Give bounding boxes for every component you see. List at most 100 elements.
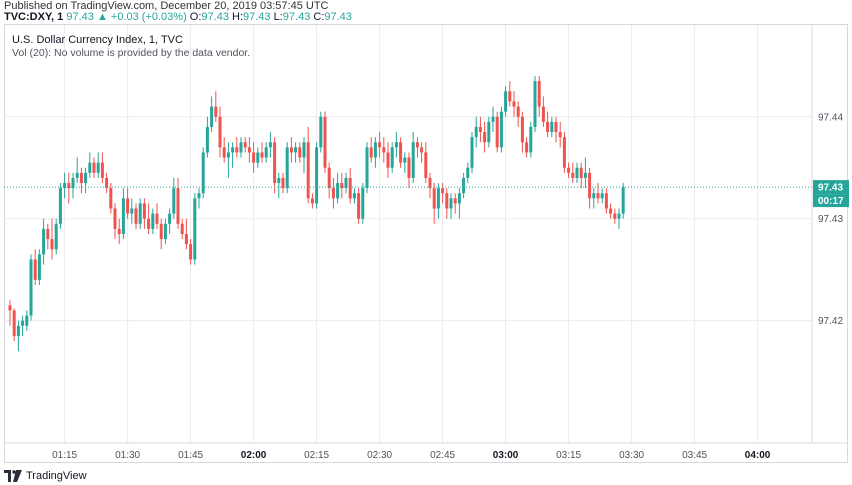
- candle-body: [285, 147, 289, 189]
- candle-body: [180, 223, 184, 234]
- candle-body: [348, 177, 352, 199]
- candle-body: [319, 116, 323, 148]
- candle-body: [298, 147, 302, 158]
- candle-body: [344, 177, 348, 189]
- open-value: 97.43: [201, 11, 229, 23]
- x-tick-label: 01:45: [178, 450, 203, 461]
- candle-body: [445, 193, 449, 209]
- candle-body: [105, 177, 109, 189]
- candle-body: [592, 193, 596, 199]
- candle-body: [294, 147, 298, 153]
- candle-body: [33, 259, 37, 280]
- close-label: C:: [313, 11, 325, 23]
- candle-body: [327, 167, 331, 189]
- candle-body: [50, 239, 54, 250]
- candle-body: [407, 157, 411, 178]
- footer-brand[interactable]: TradingView: [4, 467, 87, 485]
- candle-body: [268, 142, 272, 148]
- published-line: Published on TradingView.com, December 2…: [4, 0, 329, 12]
- candle-body: [478, 126, 482, 133]
- candle-body: [537, 81, 541, 107]
- candle-body: [533, 81, 537, 127]
- candle-body: [109, 188, 113, 209]
- candle-body: [214, 106, 218, 117]
- candle-body: [113, 208, 117, 229]
- high-value: 97.43: [243, 11, 271, 23]
- candle-body: [260, 152, 264, 158]
- candle-body: [184, 234, 188, 245]
- candle-body: [79, 172, 83, 184]
- x-tick-label: 01:30: [115, 450, 140, 461]
- candle-body: [193, 198, 197, 260]
- candle-body: [457, 193, 461, 204]
- candle-body: [67, 183, 71, 189]
- candle-body: [499, 111, 503, 148]
- candle-body: [554, 121, 558, 133]
- tradingview-brand-text: TradingView: [26, 470, 87, 482]
- x-tick-label: 03:45: [682, 450, 707, 461]
- candle-body: [541, 106, 545, 122]
- candle-body: [117, 228, 121, 234]
- candle-body: [100, 162, 104, 178]
- candle-body: [21, 320, 25, 326]
- candle-body: [336, 183, 340, 199]
- candle-body: [583, 172, 587, 178]
- candle-body: [142, 203, 146, 219]
- candle-body: [323, 116, 327, 168]
- candle-body: [453, 198, 457, 204]
- candle-body: [88, 162, 92, 173]
- candle-body: [134, 208, 138, 224]
- last-price-value: 97.43: [66, 11, 94, 23]
- countdown-label: 00:17: [818, 196, 844, 207]
- candle-body: [16, 325, 20, 336]
- candle-body: [567, 167, 571, 173]
- candle-body: [176, 188, 180, 224]
- candle-body: [197, 193, 201, 199]
- candle-body: [37, 254, 41, 280]
- tradingview-logo-icon: [4, 470, 22, 482]
- candle-body: [155, 213, 159, 224]
- candle-body: [63, 183, 67, 189]
- axes: 97.42 97.43 97.44 01:15 01:30 01:45 02:00 02:15…: [4, 25, 849, 461]
- candle-body: [29, 259, 33, 316]
- candle-body: [239, 142, 243, 153]
- x-tick-label: 01:15: [52, 450, 77, 461]
- candle-body: [8, 305, 12, 311]
- candle-body: [147, 218, 151, 229]
- candle-body: [121, 198, 125, 234]
- candle-body: [58, 188, 62, 224]
- candle-body: [390, 147, 394, 168]
- change-value: ▲ +0.03 (+0.03%): [96, 11, 187, 23]
- candle-body: [512, 101, 516, 107]
- candle-body: [210, 106, 214, 127]
- candle-body: [575, 167, 579, 178]
- candle-body: [71, 177, 75, 189]
- candle-body: [424, 152, 428, 178]
- chart-frame: [4, 24, 848, 463]
- candle-body: [571, 172, 575, 178]
- candle-body: [520, 116, 524, 143]
- candle-body: [281, 177, 285, 189]
- x-tick-label: 02:15: [304, 450, 329, 461]
- candle-body: [525, 142, 529, 153]
- candle-body: [289, 147, 293, 153]
- x-tick-label: 03:30: [619, 450, 644, 461]
- candle-body: [546, 121, 550, 133]
- candle-body: [226, 152, 230, 158]
- candle-body: [163, 223, 167, 240]
- open-label: O:: [189, 11, 202, 23]
- candle-body: [491, 116, 495, 122]
- candle-body: [399, 142, 403, 163]
- last-price-tag: [813, 180, 849, 195]
- grid-lines: [4, 25, 812, 443]
- y-tick-label: 97.43: [818, 214, 843, 225]
- candle-body: [487, 121, 491, 143]
- candle-body: [436, 188, 440, 209]
- candle-body: [151, 213, 155, 229]
- candle-body: [415, 142, 419, 148]
- candle-body: [504, 91, 508, 112]
- candle-body: [621, 187, 625, 214]
- candle-body: [617, 213, 621, 219]
- candle-body: [428, 177, 432, 189]
